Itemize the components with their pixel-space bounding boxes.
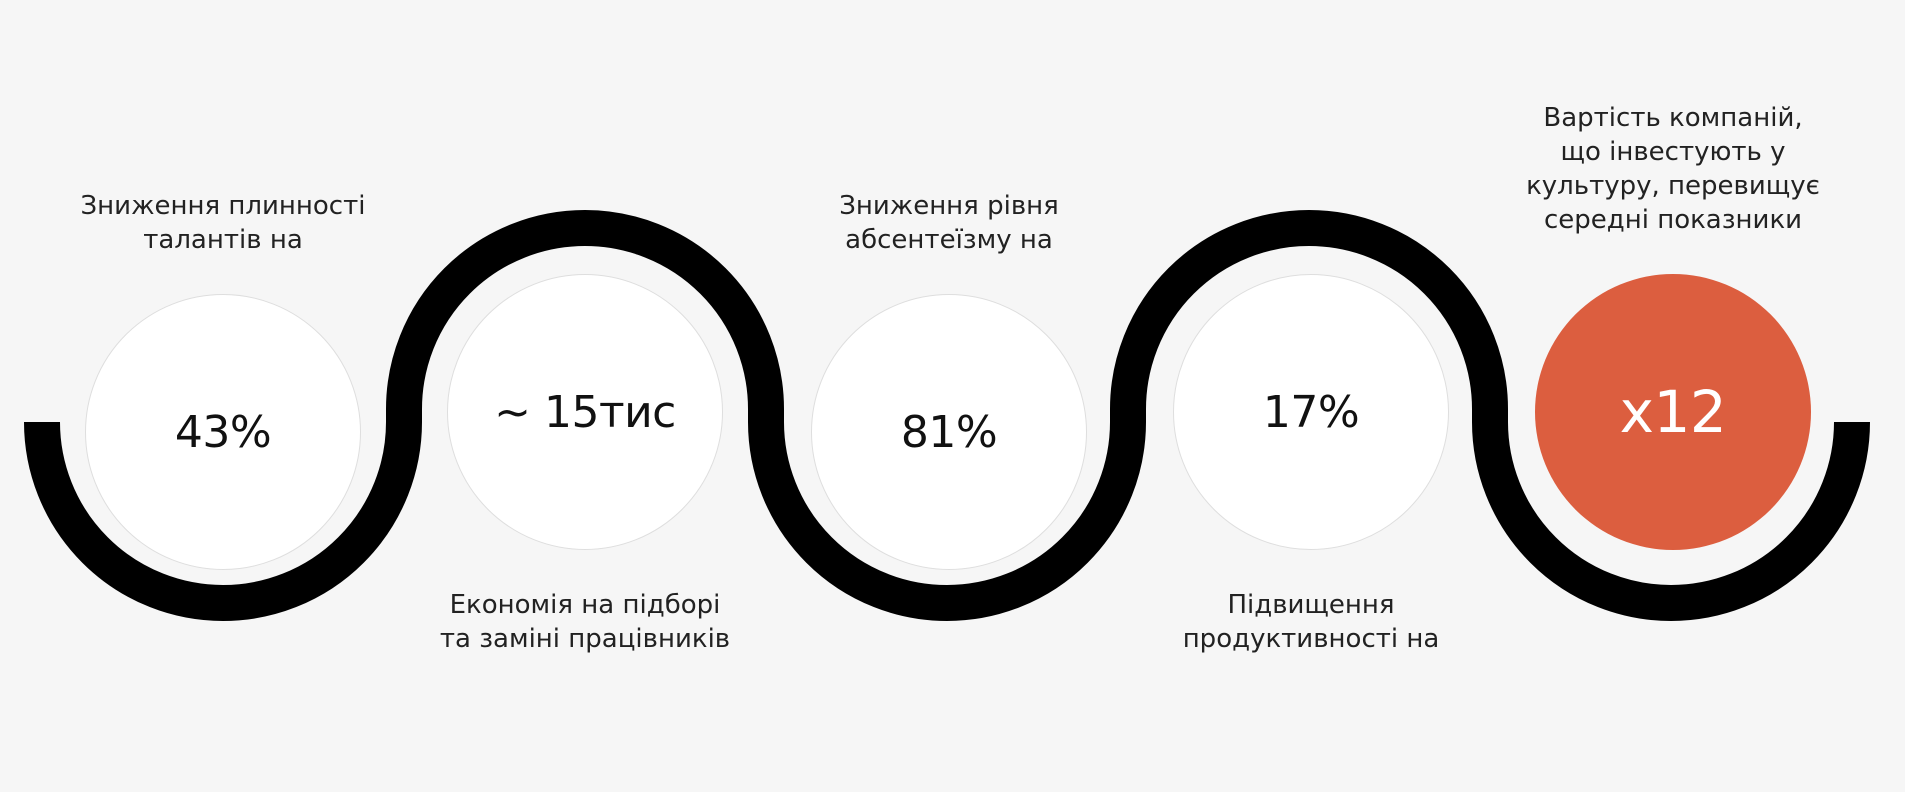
stat-circle-hiring-savings: ~ 15тис [447,274,723,550]
stat-circle-company-value: x12 [1535,274,1811,550]
stat-value-hiring-savings: ~ 15тис [494,386,676,438]
stat-circle-absenteeism: 81% [811,294,1087,570]
caption-hiring-savings: Економія на підборі та заміні працівникі… [439,590,731,654]
stat-value-talent-turnover: 43% [174,406,272,458]
stat-value-company-value: x12 [1619,378,1727,446]
stat-value-absenteeism: 81% [900,406,998,458]
caption-company-value: Вартість компаній, що інвестують у культ… [1526,103,1820,235]
stat-value-productivity: 17% [1262,386,1360,438]
stat-circle-productivity: 17% [1173,274,1449,550]
caption-talent-turnover: Зниження плинності талантів на [80,191,366,255]
caption-absenteeism: Зниження рівня абсентеїзму на [839,191,1059,255]
stat-circle-talent-turnover: 43% [85,294,361,570]
caption-productivity: Підвищення продуктивності на [1182,590,1440,654]
